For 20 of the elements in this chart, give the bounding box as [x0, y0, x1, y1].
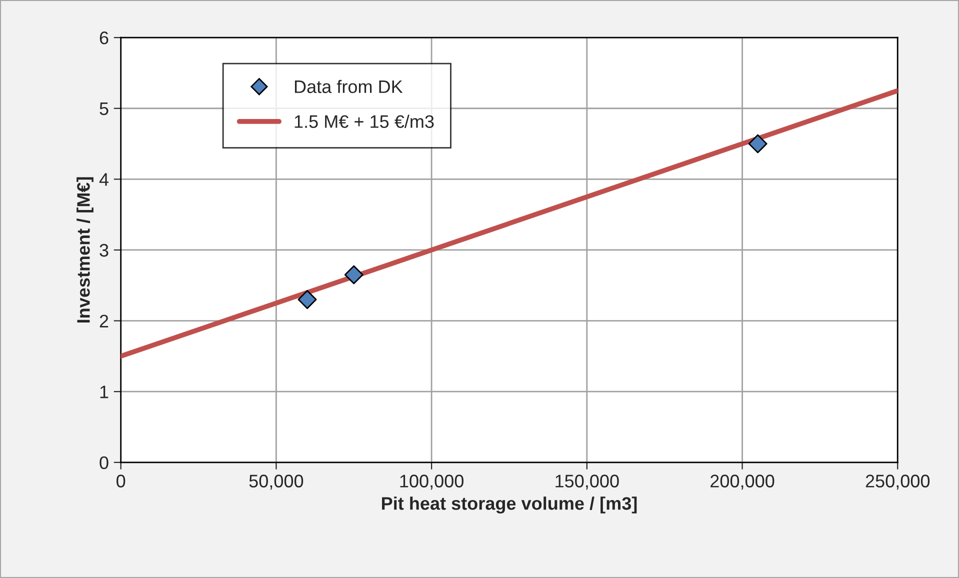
y-tick-label: 1	[100, 386, 108, 398]
x-tick-label: 150,000	[556, 474, 619, 490]
y-tick-label: 6	[100, 32, 108, 44]
legend-label: Data from DK	[294, 80, 403, 94]
y-tick-label: 3	[100, 244, 108, 257]
point	[748, 134, 768, 154]
y-axis-title: Investment / [M€]	[76, 177, 94, 323]
y-tick-label: 2	[100, 314, 108, 328]
y-tick-label: 5	[100, 102, 108, 116]
point	[298, 290, 317, 310]
x-tick-label: 100,000	[400, 474, 464, 490]
x-tick-label: 0	[116, 474, 126, 488]
x-tick-label: 250,000	[866, 474, 930, 490]
x-tick-label: 50,000	[249, 474, 304, 490]
point	[344, 265, 364, 284]
x-axis-title: Pit heat storage volume / [m3]	[382, 496, 637, 514]
x-tick-label: 200,000	[710, 474, 774, 490]
legend-label: 1.5 M€ + 15 €/m3	[294, 114, 434, 128]
y-tick-label: 0	[100, 456, 108, 470]
y-tick-label: 4	[99, 173, 108, 186]
